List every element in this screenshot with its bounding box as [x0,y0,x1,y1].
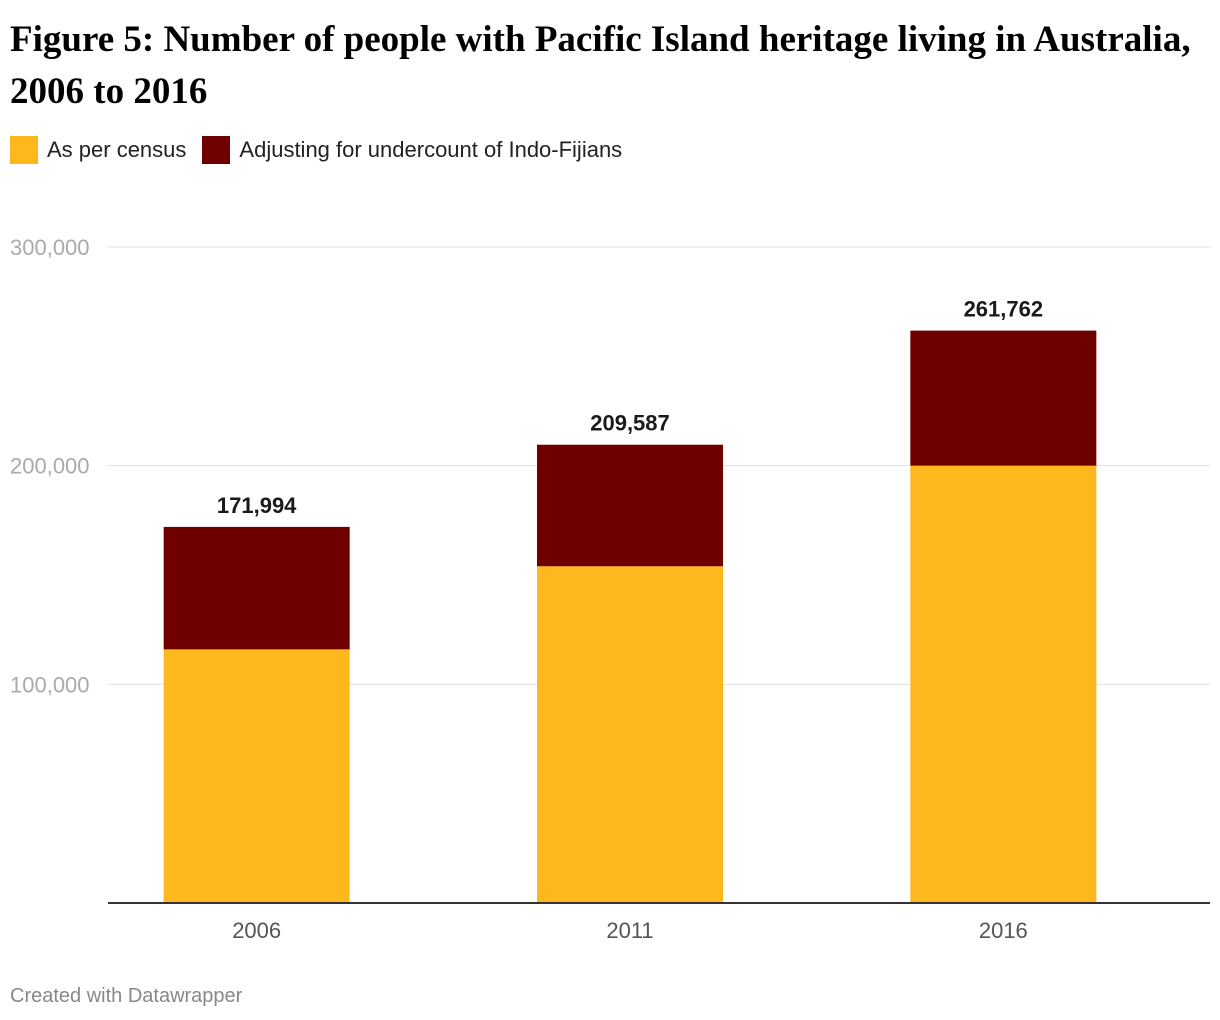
legend-swatch-census [10,136,38,164]
bar-chart: 100,000 200,000 300,000 171,994 2006 209,587 2… [10,235,1210,943]
bar-census [537,566,723,903]
x-tick-label: 2006 [232,918,281,943]
x-tick-label: 2016 [979,918,1028,943]
credit-text: Created with Datawrapper [10,985,243,1007]
legend-swatch-adjusted [202,136,231,164]
total-data-label: 261,762 [964,297,1044,322]
legend: As per census Adjusting for undercount o… [10,136,638,164]
x-tick-label: 2011 [606,918,653,943]
legend-label-adjusted: Adjusting for undercount of Indo-Fijians [239,137,623,162]
y-tick-label: 100,000 [10,672,90,697]
legend-label-census: As per census [47,137,187,162]
chart-title: Figure 5: Number of people with Pacific … [10,19,1191,112]
bar-census [910,465,1097,903]
bar-adjusted [537,444,723,567]
total-data-label: 171,994 [217,493,297,518]
total-data-label: 209,587 [590,411,670,436]
bar-adjusted [910,330,1097,466]
bar-census [163,649,350,903]
legend-item-adjusted: Adjusting for undercount of Indo-Fijians [202,136,622,164]
y-tick-label: 200,000 [10,454,90,479]
y-tick-label: 300,000 [10,235,90,260]
bar-adjusted [163,526,350,650]
legend-item-census: As per census [10,136,186,164]
